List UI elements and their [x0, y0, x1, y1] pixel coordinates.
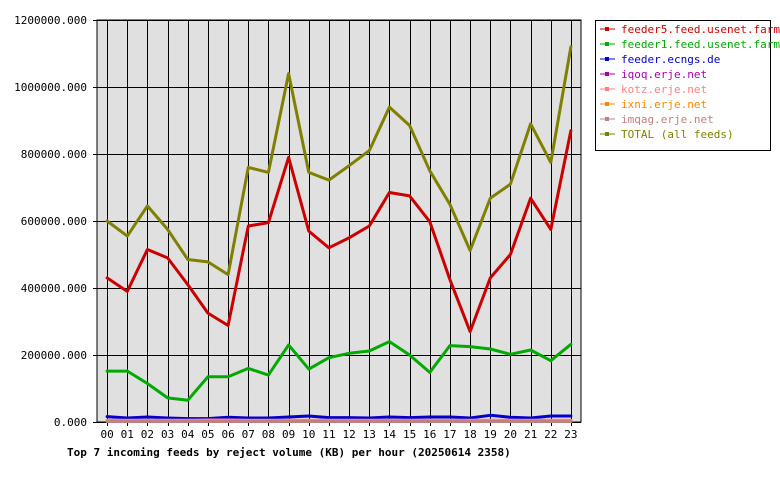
y-tick-label: 0.000	[54, 416, 87, 429]
x-tick-label: 12	[342, 428, 355, 441]
y-axis-ticks: 0.000 200000.000 400000.000 600000.000 80000…	[14, 14, 97, 429]
chart-title: Top 7 incoming feeds by reject volume (K…	[67, 446, 511, 459]
x-tick-label: 16	[423, 428, 436, 441]
y-tick-label: 200000.000	[21, 349, 87, 362]
x-tick-label: 03	[161, 428, 174, 441]
x-tick-label: 11	[322, 428, 335, 441]
legend-label: TOTAL (all feeds)	[621, 128, 734, 141]
x-tick-label: 14	[383, 428, 397, 441]
series-line-0	[105, 129, 573, 334]
series-line-7	[105, 45, 573, 277]
x-tick-label: 13	[363, 428, 376, 441]
legend-swatch-marker	[605, 27, 609, 31]
x-tick-label: 07	[242, 428, 255, 441]
legend-label: kotz.erje.net	[621, 83, 707, 96]
x-tick-label: 23	[564, 428, 577, 441]
x-tick-label: 20	[504, 428, 517, 441]
series-line-1	[105, 340, 573, 402]
x-tick-label: 17	[443, 428, 456, 441]
legend: feeder5.feed.usenet.farm feeder1.feed.use…	[595, 20, 780, 151]
x-tick-label: 09	[282, 428, 295, 441]
legend-swatch-marker	[605, 102, 609, 106]
legend-box	[595, 20, 771, 151]
y-tick-label: 800000.000	[21, 148, 87, 161]
series-lines	[105, 45, 573, 423]
y-tick-label: 600000.000	[21, 215, 87, 228]
x-tick-label: 22	[544, 428, 557, 441]
x-tick-label: 15	[403, 428, 416, 441]
x-tick-label: 00	[100, 428, 113, 441]
legend-swatch-marker	[605, 42, 609, 46]
legend-swatch-marker	[605, 72, 609, 76]
legend-swatch-marker	[605, 57, 609, 61]
legend-label: imqag.erje.net	[621, 113, 714, 126]
x-tick-label: 19	[484, 428, 497, 441]
x-tick-label: 06	[221, 428, 234, 441]
x-tick-label: 08	[262, 428, 275, 441]
x-tick-label: 21	[524, 428, 537, 441]
x-tick-label: 05	[201, 428, 214, 441]
x-tick-label: 18	[463, 428, 476, 441]
legend-swatch-marker	[605, 132, 609, 136]
x-tick-label: 02	[141, 428, 154, 441]
y-tick-label: 1200000.000	[14, 14, 87, 27]
x-tick-label: 01	[121, 428, 134, 441]
legend-swatch-marker	[605, 87, 609, 91]
y-tick-label: 1000000.000	[14, 81, 87, 94]
x-axis-ticks: 00 01 02 03 04 05 06 07 08 09 10 11 12 13 14 15 16 17 18 19…	[100, 422, 578, 441]
legend-label: feeder1.feed.usenet.farm	[621, 38, 780, 51]
legend-label: feeder.ecngs.de	[621, 53, 720, 66]
legend-label: ixni.erje.net	[621, 98, 707, 111]
legend-swatch-marker	[605, 117, 609, 121]
legend-label: feeder5.feed.usenet.farm	[621, 23, 780, 36]
y-tick-label: 400000.000	[21, 282, 87, 295]
x-tick-label: 04	[181, 428, 195, 441]
x-tick-label: 10	[302, 428, 315, 441]
legend-label: iqoq.erje.net	[621, 68, 707, 81]
series-line-2	[105, 413, 573, 421]
